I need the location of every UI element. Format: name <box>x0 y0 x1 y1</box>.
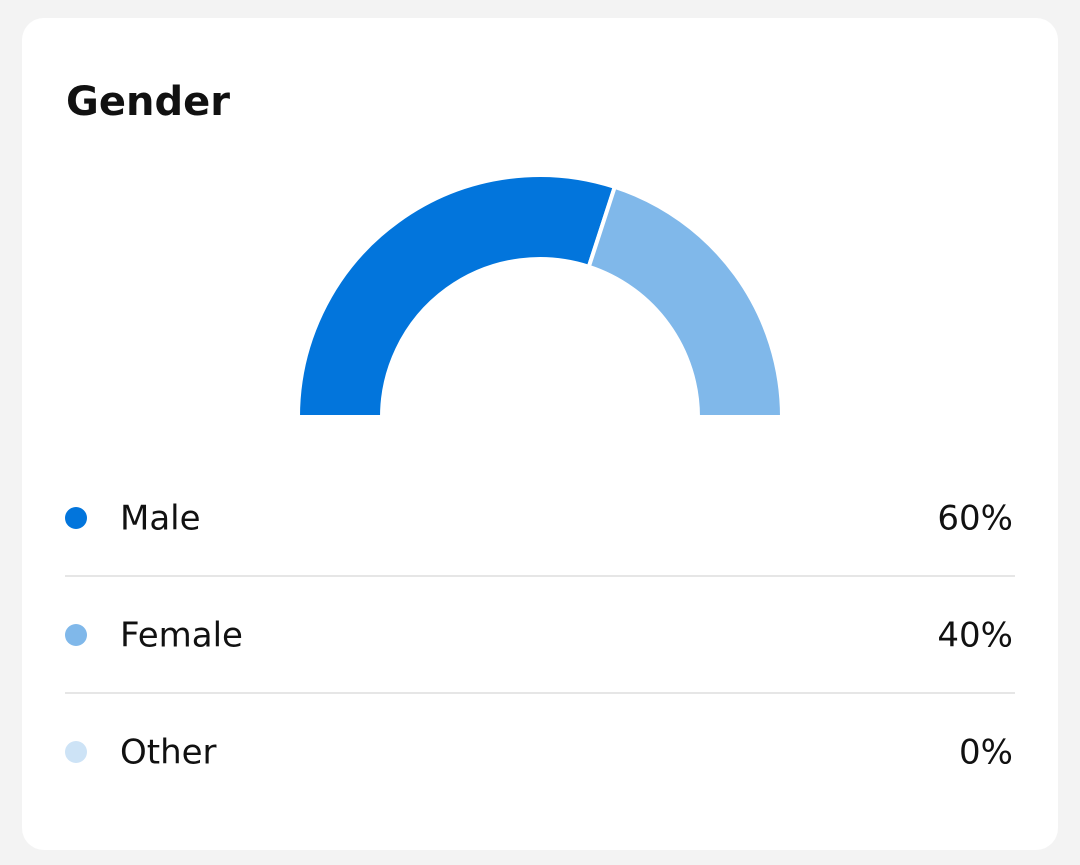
value-label: 0% <box>959 733 1013 773</box>
value-label: 60% <box>937 499 1013 539</box>
legend-dot <box>65 507 87 529</box>
legend-label: Female <box>120 616 243 656</box>
baseline-cover <box>294 417 786 421</box>
legend-label: Male <box>120 499 201 539</box>
donut-segment <box>586 184 785 419</box>
legend-dot <box>65 741 87 763</box>
legend-dot <box>65 624 87 646</box>
value-label: 40% <box>937 616 1013 656</box>
donut-segment <box>295 173 618 419</box>
card <box>22 18 1058 850</box>
chart-title: Gender <box>66 79 230 125</box>
legend-label: Other <box>120 733 217 773</box>
